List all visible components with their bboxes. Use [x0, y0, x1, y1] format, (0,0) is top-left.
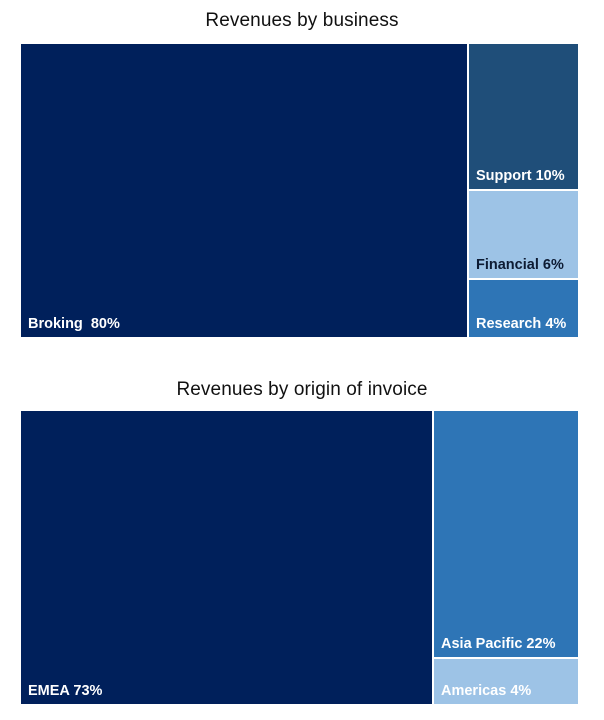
tile-label-americas: Americas 4% — [441, 683, 531, 699]
tile-label-research: Research 4% — [476, 316, 566, 332]
tile-research — [469, 280, 578, 337]
tile-label-support: Support 10% — [476, 168, 565, 184]
tile-broking — [21, 44, 467, 337]
chart-title-origin: Revenues by origin of invoice — [176, 379, 428, 400]
tile-support — [469, 44, 578, 189]
tile-label-broking: Broking 80% — [28, 316, 120, 332]
tile-label-asia-pacific: Asia Pacific 22% — [441, 636, 556, 652]
tile-label-emea: EMEA 73% — [28, 683, 103, 699]
chart-title-business: Revenues by business — [205, 10, 399, 31]
tile-americas — [434, 659, 578, 704]
tile-emea — [21, 411, 432, 704]
tile-financial — [469, 191, 578, 278]
tile-label-financial: Financial 6% — [476, 257, 564, 273]
tile-asia-pacific — [434, 411, 578, 657]
